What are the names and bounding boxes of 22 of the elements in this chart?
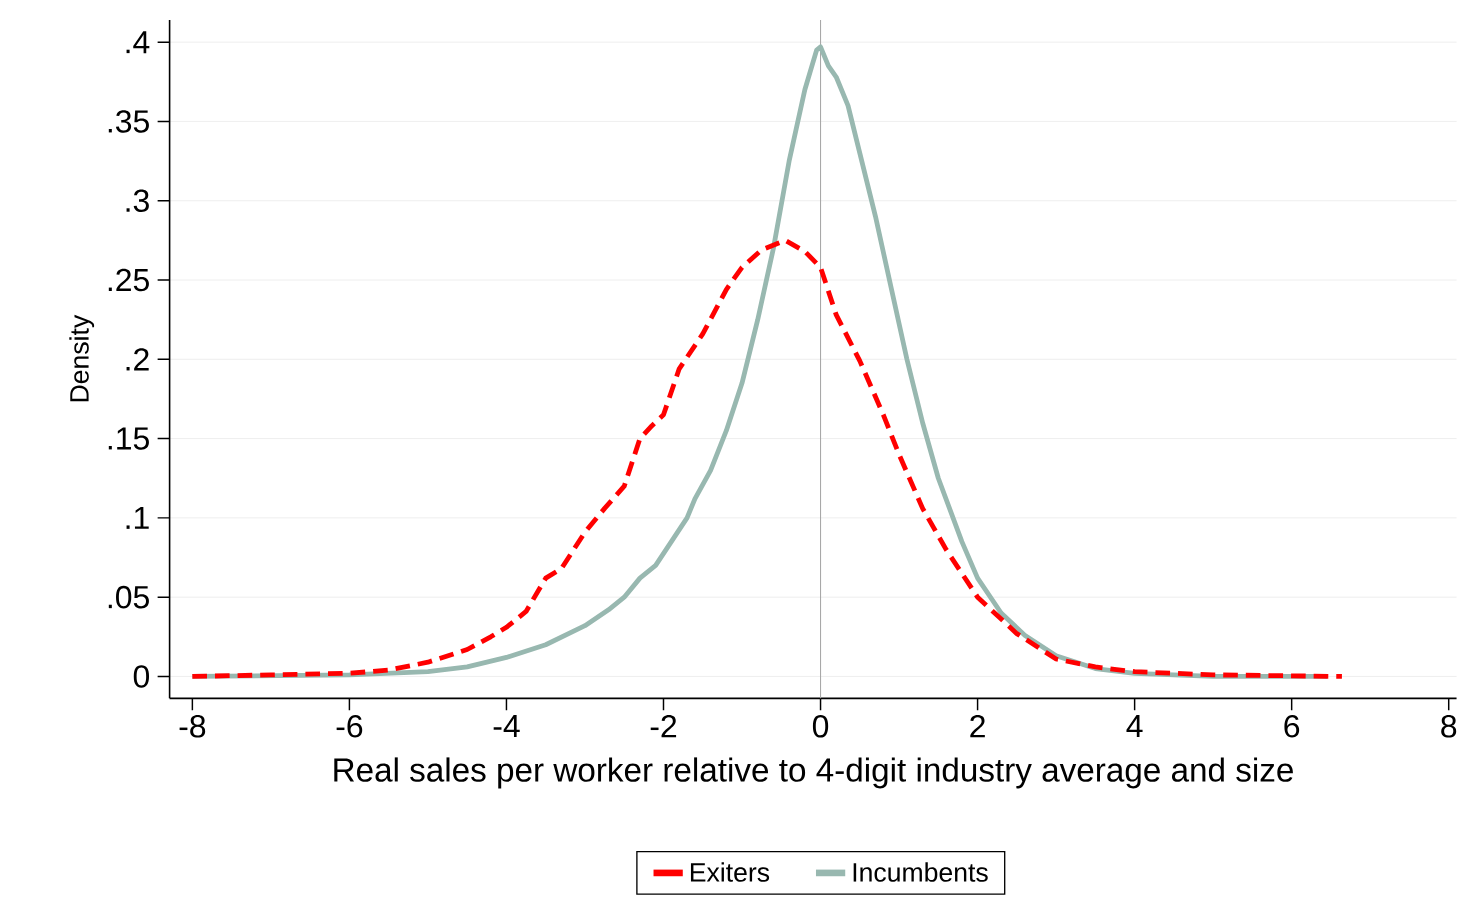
legend-label: Exiters [690,862,770,882]
y-tick-label: .15 [108,427,149,450]
x-tick-label: 8 [1441,715,1457,738]
y-tick-label: .05 [108,585,149,609]
y-tick-label: 0 [133,665,150,688]
x-tick-label: 4 [1126,715,1143,738]
y-tick-label: .4 [126,31,150,54]
x-tick-label: -8 [179,715,206,738]
x-tick-label: -6 [336,715,363,738]
y-tick-label: .1 [126,506,149,529]
y-tick-label: .3 [126,189,149,213]
y-tick-label: .2 [126,348,149,371]
y-tick-label: .35 [108,110,149,133]
x-tick-label: 6 [1284,715,1300,738]
x-tick-label: -4 [493,715,520,738]
y-axis-title: Density [69,314,95,402]
y-tick-label: .25 [108,268,149,292]
x-tick-label: -2 [650,715,677,738]
x-tick-label: 0 [812,715,829,738]
x-axis-title: Real sales per worker relative to 4-digit industry average and size [334,757,1293,789]
x-tick-label: 2 [970,715,985,738]
legend-label: Incumbents [853,862,988,882]
